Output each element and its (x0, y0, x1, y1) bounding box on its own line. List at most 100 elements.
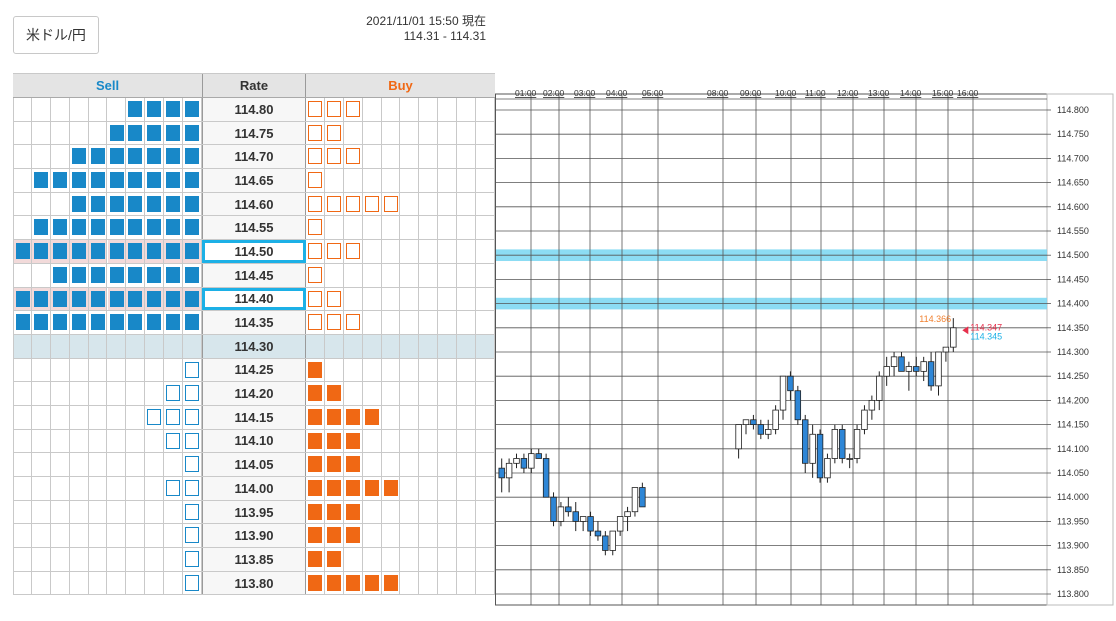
x-tick-label: 08:00 (707, 88, 729, 98)
sell-cell (108, 121, 127, 145)
x-tick-label: 02:00 (543, 88, 565, 98)
sell-cell (126, 571, 146, 595)
currency-pair-button[interactable]: 米ドル/円 (13, 16, 99, 54)
sell-cell (164, 98, 184, 121)
order-book-row: 113.90 (13, 524, 495, 549)
sell-cell (108, 192, 127, 216)
buy-header: Buy (388, 78, 413, 93)
buy-cell (325, 405, 344, 429)
sell-cell (89, 216, 108, 240)
candle-body (565, 506, 572, 513)
sell-volume-block (109, 219, 124, 236)
sell-cell (145, 548, 165, 571)
sell-cell (164, 571, 184, 595)
sell-cell (32, 453, 51, 476)
sell-cell (89, 477, 108, 500)
sell-volume-block (147, 266, 162, 283)
y-tick-label: 114.400 (1057, 299, 1089, 309)
sell-cell (183, 121, 202, 145)
quote-info: 2021/11/01 15:50 現在 114.31 - 114.31 (300, 14, 486, 44)
buy-volume-block (345, 148, 360, 165)
candle-body (846, 458, 853, 460)
buy-volume-block (308, 574, 322, 591)
buy-cell (363, 500, 382, 524)
buy-cell (363, 287, 382, 311)
sell-cell (70, 145, 89, 169)
sell-volume-block (166, 480, 181, 496)
sell-volume-block (33, 290, 48, 307)
sell-cell (32, 311, 51, 334)
x-tick-label: 09:00 (740, 88, 762, 98)
buy-cell (419, 405, 439, 429)
sell-cell (126, 263, 146, 287)
buy-cell (401, 477, 420, 500)
candle-body (779, 375, 787, 411)
sell-cell (145, 287, 165, 311)
sell-cell (145, 263, 165, 287)
sell-cell (31, 240, 51, 263)
sell-volume-block (33, 172, 48, 189)
sell-cell (145, 121, 165, 145)
buy-volume-block (326, 432, 341, 449)
buy-cell (438, 216, 458, 240)
buy-cell (363, 311, 382, 334)
sell-cell (145, 358, 165, 382)
sell-volume-block (128, 243, 143, 260)
sell-cells (13, 477, 202, 500)
sell-cell (183, 263, 202, 287)
sell-cell (32, 121, 51, 145)
sell-cell (126, 500, 146, 524)
sell-cell (51, 524, 70, 548)
candle-body (787, 375, 794, 392)
sell-volume-block (71, 148, 86, 165)
buy-volume-block (345, 456, 360, 473)
buy-cell (363, 263, 382, 287)
buy-cell (306, 405, 325, 429)
buy-cell (401, 358, 420, 382)
sell-volume-block (185, 101, 200, 117)
buy-cell (438, 571, 458, 595)
sell-cell (51, 382, 70, 405)
sell-volume-block (109, 195, 124, 212)
sell-cell (32, 263, 51, 287)
buy-cell (438, 358, 458, 382)
sell-volume-block (109, 314, 124, 331)
buy-cell (457, 334, 477, 358)
sell-cell (70, 548, 89, 571)
rate-cell: 114.80 (202, 98, 306, 121)
y-tick-label: 114.050 (1057, 468, 1089, 478)
candle-body (765, 429, 772, 435)
buy-volume-block (308, 551, 322, 568)
sell-volume-block (166, 385, 181, 402)
sell-cell (145, 98, 165, 121)
buy-cells (306, 192, 495, 216)
sell-cell (13, 571, 32, 595)
sell-volume-block (147, 290, 162, 307)
buy-volume-block (345, 101, 360, 117)
sell-cell (70, 263, 89, 287)
sell-cell (164, 263, 184, 287)
buy-volume-block (345, 480, 360, 496)
sell-cell (183, 571, 202, 595)
buy-cell (306, 524, 325, 548)
sell-volume-block (128, 172, 143, 189)
buy-cell (401, 145, 420, 169)
candle-body (802, 419, 809, 464)
x-tick-label: 05:00 (642, 88, 664, 98)
buy-cell (419, 429, 439, 453)
sell-cell (69, 287, 89, 311)
sell-header: Sell (95, 78, 120, 93)
x-tick-label: 15:00 (932, 88, 954, 98)
sell-cells (13, 98, 202, 121)
buy-cell (457, 192, 477, 216)
sell-volume-block (33, 314, 48, 331)
buy-cell (476, 145, 495, 169)
order-book-row: 114.30 (13, 334, 495, 359)
buy-volume-block (326, 148, 341, 165)
sell-cell (126, 240, 146, 263)
buy-cell (382, 405, 401, 429)
y-tick-label: 114.300 (1057, 347, 1089, 357)
sell-volume-block (109, 290, 124, 307)
sell-volume-block (52, 243, 67, 260)
sell-cells (13, 524, 202, 548)
